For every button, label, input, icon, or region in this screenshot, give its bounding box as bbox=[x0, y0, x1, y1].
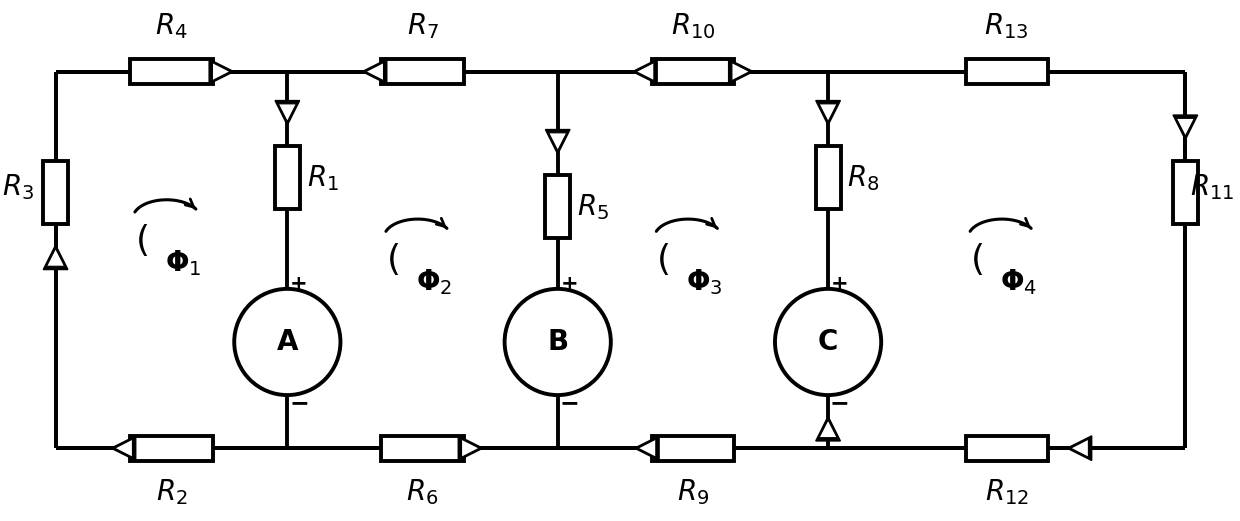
Bar bbox=[1173, 161, 1198, 224]
Polygon shape bbox=[210, 59, 234, 84]
Text: $\mathbf{\Phi}_4$: $\mathbf{\Phi}_4$ bbox=[999, 267, 1037, 297]
Text: −: − bbox=[559, 391, 579, 415]
Polygon shape bbox=[820, 104, 837, 121]
Text: $R_{10}$: $R_{10}$ bbox=[671, 11, 715, 41]
Bar bbox=[130, 59, 212, 84]
Polygon shape bbox=[278, 104, 296, 121]
Polygon shape bbox=[43, 245, 68, 269]
Polygon shape bbox=[816, 416, 841, 441]
Text: $R_6$: $R_6$ bbox=[407, 477, 439, 507]
Polygon shape bbox=[546, 130, 570, 154]
Text: $R_5$: $R_5$ bbox=[577, 192, 609, 221]
Bar bbox=[652, 436, 734, 461]
Bar bbox=[130, 436, 212, 461]
Polygon shape bbox=[548, 133, 567, 151]
Bar bbox=[382, 59, 464, 84]
Text: B: B bbox=[547, 328, 568, 356]
Polygon shape bbox=[639, 439, 656, 457]
Bar bbox=[652, 59, 734, 84]
Text: −: − bbox=[830, 391, 849, 415]
Bar bbox=[546, 176, 570, 238]
Text: +: + bbox=[560, 274, 578, 294]
Text: (: ( bbox=[657, 243, 671, 277]
Polygon shape bbox=[816, 101, 841, 125]
Polygon shape bbox=[459, 436, 482, 461]
Text: $R_2$: $R_2$ bbox=[156, 477, 187, 507]
Text: C: C bbox=[818, 328, 838, 356]
Text: (: ( bbox=[135, 224, 150, 257]
Text: $\mathbf{\Phi}_2$: $\mathbf{\Phi}_2$ bbox=[415, 267, 453, 297]
Bar bbox=[382, 436, 464, 461]
Bar bbox=[966, 436, 1048, 461]
Text: $R_7$: $R_7$ bbox=[407, 11, 439, 41]
Polygon shape bbox=[112, 436, 135, 461]
Text: $R_8$: $R_8$ bbox=[847, 163, 879, 193]
Polygon shape bbox=[1070, 439, 1089, 457]
Text: $R_9$: $R_9$ bbox=[677, 477, 709, 507]
Polygon shape bbox=[47, 249, 64, 266]
Polygon shape bbox=[461, 439, 480, 457]
Bar bbox=[816, 146, 841, 209]
Polygon shape bbox=[362, 59, 387, 84]
Polygon shape bbox=[212, 63, 231, 81]
Polygon shape bbox=[732, 63, 750, 81]
Polygon shape bbox=[632, 59, 657, 84]
Text: (: ( bbox=[387, 243, 401, 277]
Text: $R_{11}$: $R_{11}$ bbox=[1190, 172, 1235, 202]
Polygon shape bbox=[275, 101, 300, 125]
Polygon shape bbox=[636, 63, 653, 81]
Text: $R_{13}$: $R_{13}$ bbox=[985, 11, 1029, 41]
Polygon shape bbox=[1173, 115, 1198, 140]
Text: $R_4$: $R_4$ bbox=[155, 11, 187, 41]
Text: $\mathbf{\Phi}_3$: $\mathbf{\Phi}_3$ bbox=[686, 267, 723, 297]
Polygon shape bbox=[820, 420, 837, 438]
Text: $R_{12}$: $R_{12}$ bbox=[985, 477, 1029, 507]
Polygon shape bbox=[366, 63, 383, 81]
Text: −: − bbox=[289, 391, 309, 415]
Text: +: + bbox=[290, 274, 308, 294]
Text: $\mathbf{\Phi}_1$: $\mathbf{\Phi}_1$ bbox=[165, 248, 201, 278]
Text: $R_1$: $R_1$ bbox=[306, 163, 339, 193]
Polygon shape bbox=[1068, 436, 1091, 461]
Polygon shape bbox=[635, 436, 660, 461]
Bar bbox=[966, 59, 1048, 84]
Text: +: + bbox=[831, 274, 848, 294]
Polygon shape bbox=[1177, 118, 1194, 136]
Text: (: ( bbox=[971, 243, 985, 277]
Text: $R_3$: $R_3$ bbox=[2, 172, 35, 202]
Text: A: A bbox=[277, 328, 298, 356]
Bar bbox=[275, 146, 300, 209]
Polygon shape bbox=[729, 59, 753, 84]
Polygon shape bbox=[115, 439, 133, 457]
Bar bbox=[43, 161, 68, 224]
